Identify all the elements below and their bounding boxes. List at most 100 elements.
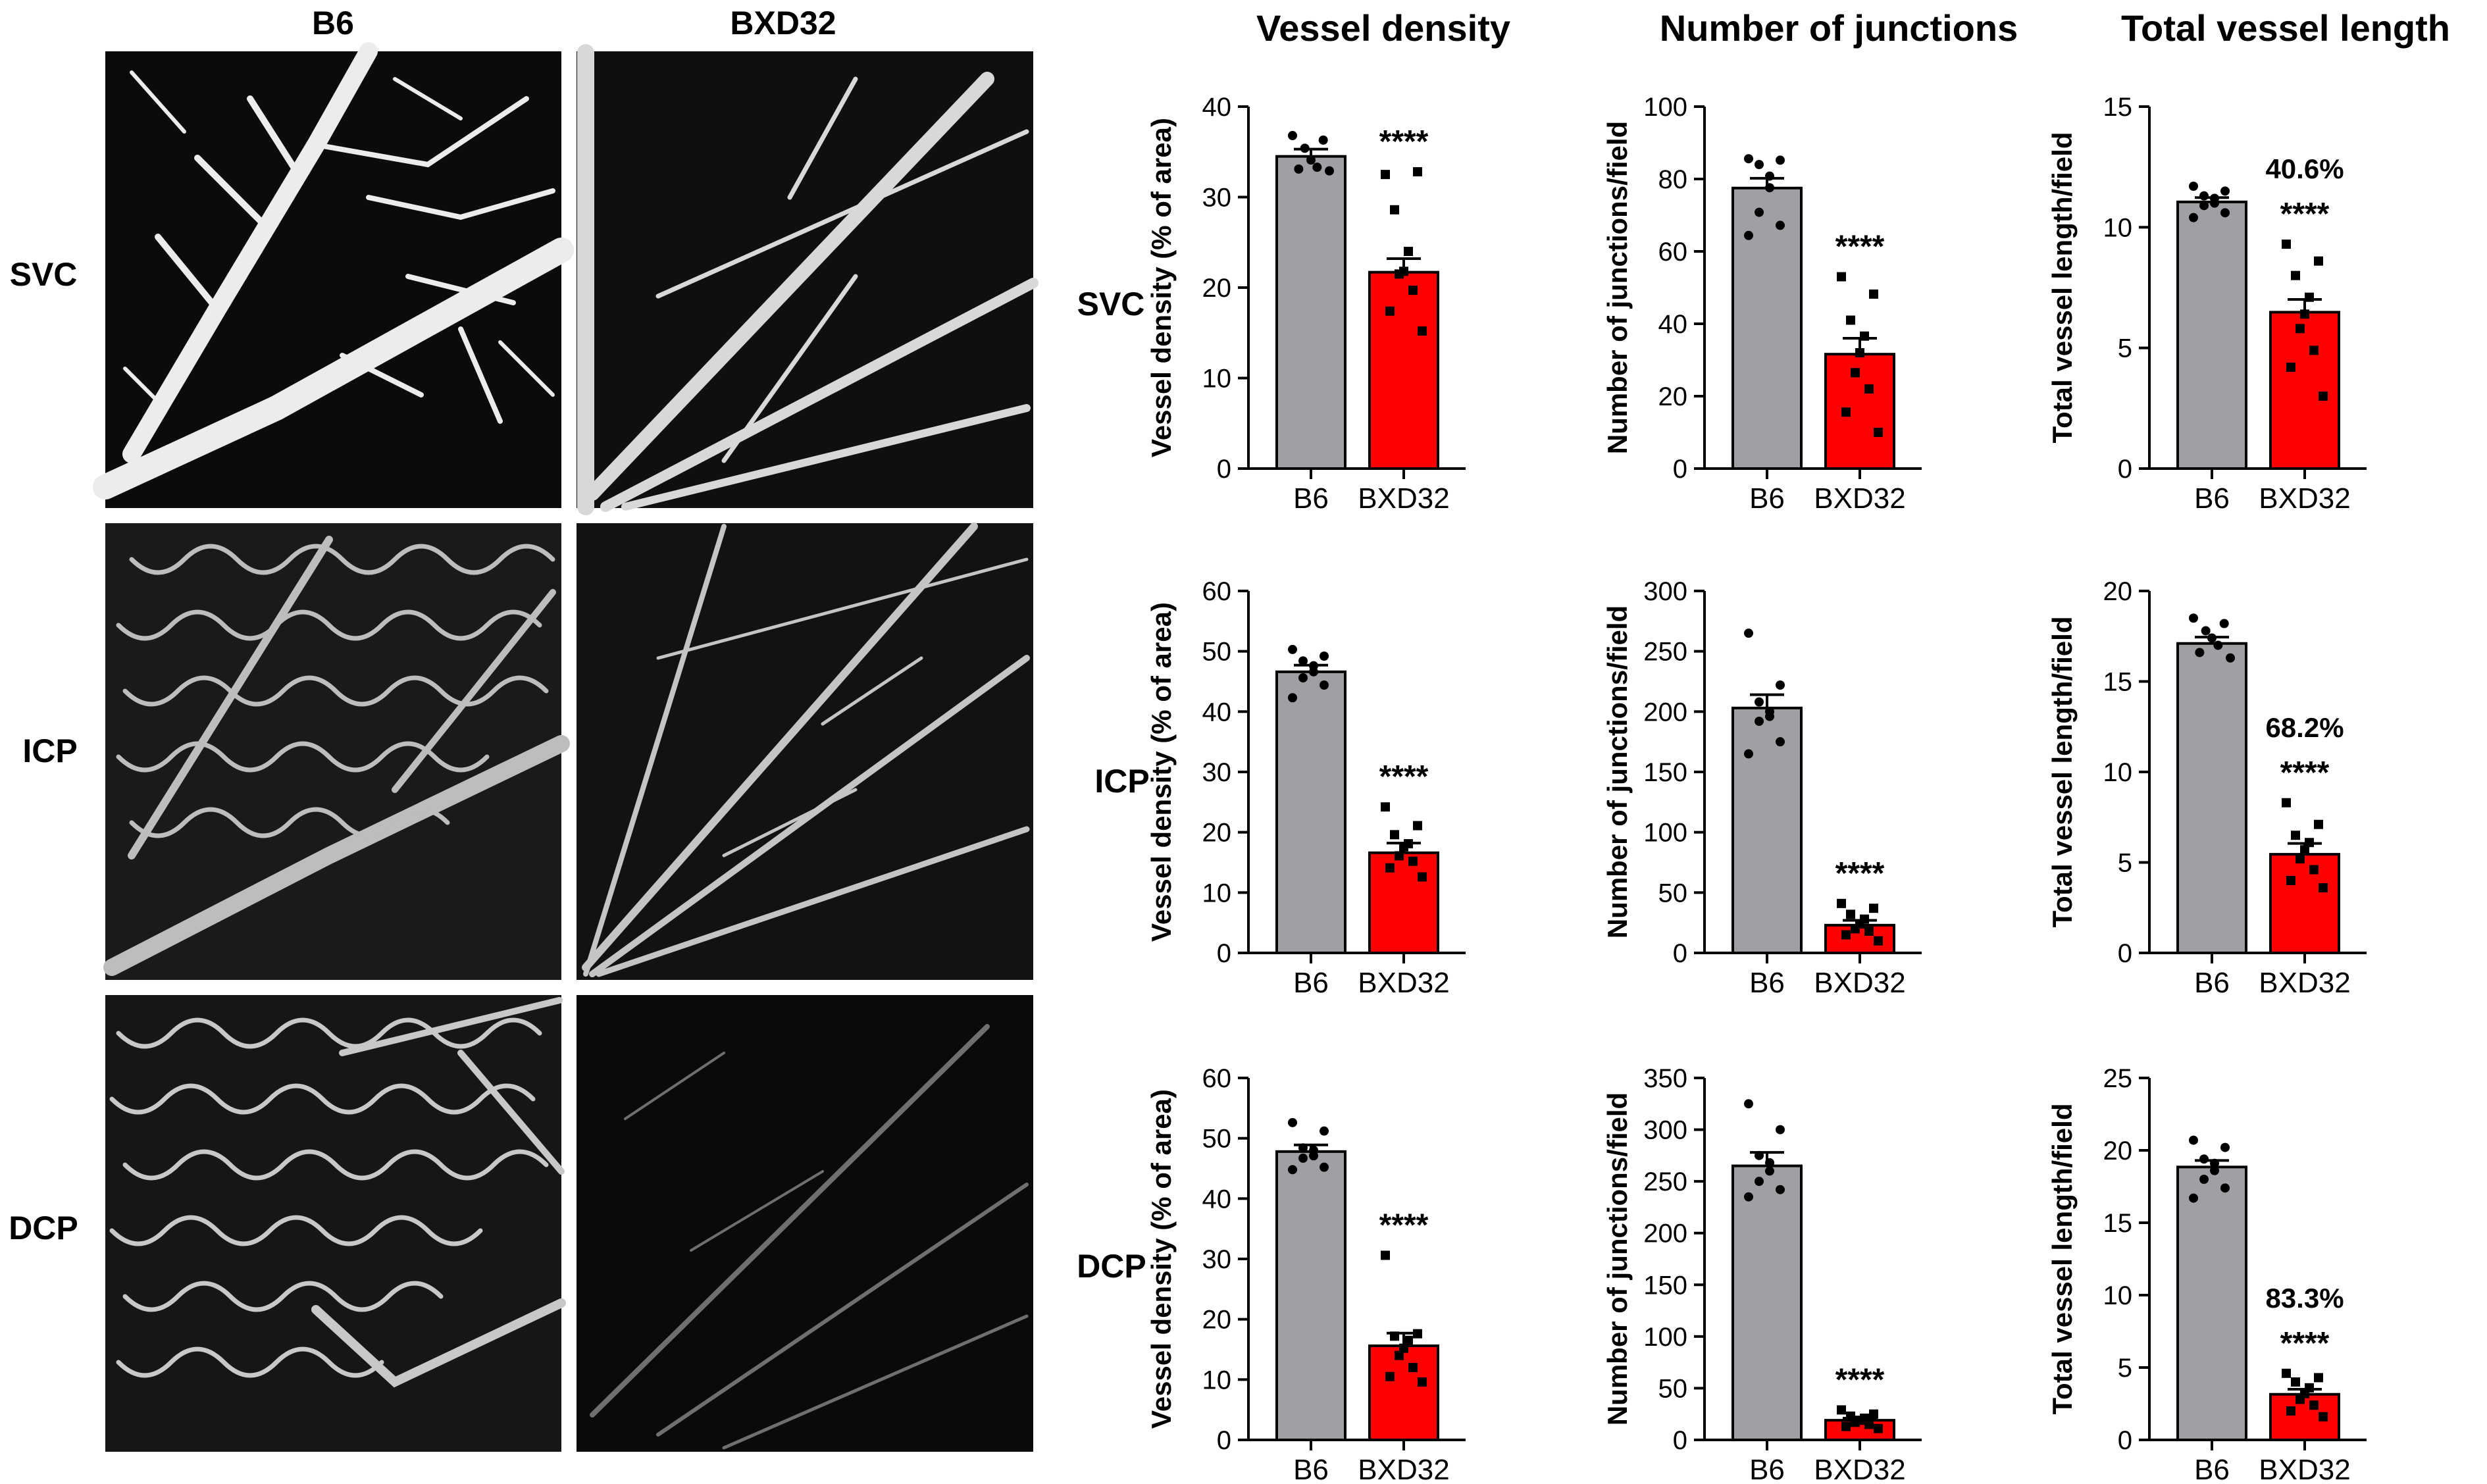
y-tick-label: 10 [2103,758,2133,787]
column-title-number-of-junctions: Number of junctions [1660,7,2018,49]
data-point [1851,924,1860,934]
y-tick-label: 50 [1658,879,1688,908]
data-point [1744,749,1753,759]
bar-b6 [1275,1150,1346,1442]
data-point [1320,680,1329,690]
data-point [1298,673,1308,682]
data-point [2199,191,2209,201]
data-point [1837,898,1846,908]
data-point [1860,331,1869,341]
data-point [1300,143,1310,153]
column-title-vessel-density: Vessel density [1256,7,1510,49]
y-axis-title: Total vessel length/field [2047,132,2078,444]
y-tick-label: 20 [2103,1137,2133,1165]
data-point [1288,693,1297,703]
data-point [2291,1377,2300,1387]
data-point [1298,656,1308,666]
data-point [1320,1126,1329,1136]
data-point [1744,628,1753,638]
data-point [1408,286,1418,295]
y-tick-label: 60 [1202,1064,1232,1093]
y-tick-label: 100 [1643,1323,1687,1352]
bar-b6 [1275,155,1346,470]
y-tick-label: 60 [1202,577,1232,606]
x-tick-label: B6 [2194,1454,2230,1484]
y-tick-label: 0 [1673,455,1687,484]
data-point [1408,1363,1418,1372]
y-tick-label: 200 [1643,1219,1687,1248]
micrograph-dcp-bxd32 [577,995,1033,1452]
data-point [1325,166,1334,176]
data-point [1404,1335,1413,1345]
chart-icp-number-of-junctions: 0 50 100 150 200 250 300 Number of junctions/fi… [1602,577,1922,999]
y-axis-title: Vessel density (% of area) [1146,118,1177,457]
y-axis-title: Vessel density (% of area) [1146,602,1177,942]
y-tick-label: 50 [1202,638,1232,667]
data-point [2219,619,2229,628]
y-tick-label: 25 [2103,1064,2133,1093]
data-point [2295,1394,2305,1404]
data-point [1744,1192,1753,1202]
micrograph-dcp-b6 [105,995,566,1452]
y-tick-label: 300 [1643,577,1687,606]
data-point [1288,1117,1297,1127]
data-point [2282,798,2291,807]
data-point [2291,831,2300,840]
percent-reduction-label: 68.2% [2265,712,2344,743]
x-tick-label: BXD32 [1814,1454,1905,1484]
data-point [2199,1175,2209,1184]
bar-bxd32 [1368,270,1439,470]
data-point [1837,1405,1846,1415]
y-axis-title: Total vessel length/field [2047,1104,2078,1415]
data-point [1288,644,1297,654]
y-axis-title: Total vessel length/field [2047,617,2078,928]
data-point [1399,842,1408,852]
percent-reduction-label: 83.3% [2265,1283,2344,1314]
x-tick-label: BXD32 [1358,482,1449,515]
y-tick-label: 15 [2103,1209,2133,1238]
data-point [2309,865,2319,875]
y-tick-label: 30 [1202,184,1232,213]
data-point [2195,648,2205,657]
data-point [2295,854,2305,863]
image-row-label-svc: SVC [10,256,78,293]
charts: 0 10 20 30 40 Vessel density (% of area) B6 BXD… [1146,93,2367,1484]
image-row-label-dcp: DCP [9,1210,78,1246]
chart-icp-vessel-density: 0 10 20 30 40 50 60 Vessel density (% of area) B… [1146,577,1466,999]
data-point [1418,1377,1427,1387]
data-point [1776,155,1785,165]
y-tick-label: 40 [1202,1185,1232,1214]
data-point [1755,717,1764,726]
y-tick-label: 150 [1643,1271,1687,1300]
data-point [1385,306,1395,316]
data-point [2319,1412,2328,1421]
data-point [2226,653,2235,663]
chart-svc-number-of-junctions: 0 20 40 60 80 100 Number of junctions/field B6 B… [1602,93,1922,515]
data-point [2220,1142,2230,1152]
percent-reduction-label: 40.6% [2265,153,2344,184]
data-point [1765,183,1774,193]
data-point [2220,186,2230,196]
data-point [2189,213,2198,222]
data-point [1855,348,1864,357]
y-tick-label: 20 [1658,382,1688,411]
data-point [1306,155,1316,165]
data-point [1309,1151,1318,1161]
data-point [1320,652,1329,661]
data-point [2291,270,2300,280]
data-point [1413,167,1422,176]
image-column-label-bxd32: BXD32 [730,5,836,41]
data-point [1776,1185,1785,1194]
y-tick-label: 250 [1643,1167,1687,1196]
y-tick-label: 200 [1643,698,1687,727]
data-point [2199,1154,2209,1164]
x-tick-label: B6 [1293,482,1329,515]
data-point [2210,198,2219,208]
data-point [1381,1250,1390,1260]
y-tick-label: 300 [1643,1116,1687,1145]
significance-label: **** [1835,856,1885,891]
data-point [2300,309,2309,319]
data-point [1744,1099,1753,1109]
chart-row-label-icp: ICP [1094,763,1149,800]
x-tick-label: BXD32 [1814,482,1905,515]
